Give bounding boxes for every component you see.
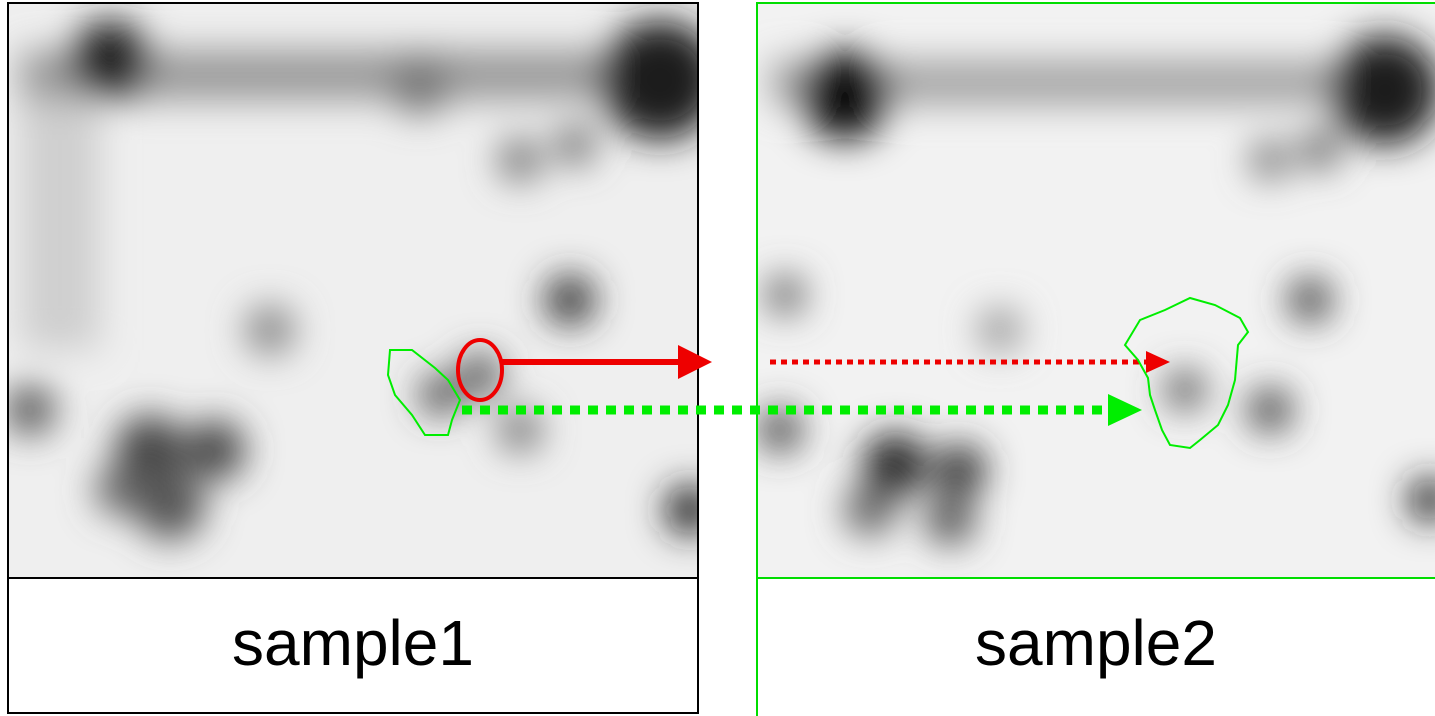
panel-label: sample1 <box>232 607 474 679</box>
figure: sample1 sample2 <box>0 0 1435 716</box>
gel-image-2 <box>757 3 1435 578</box>
panel-label: sample2 <box>975 607 1217 679</box>
gel-image-1 <box>5 3 720 578</box>
